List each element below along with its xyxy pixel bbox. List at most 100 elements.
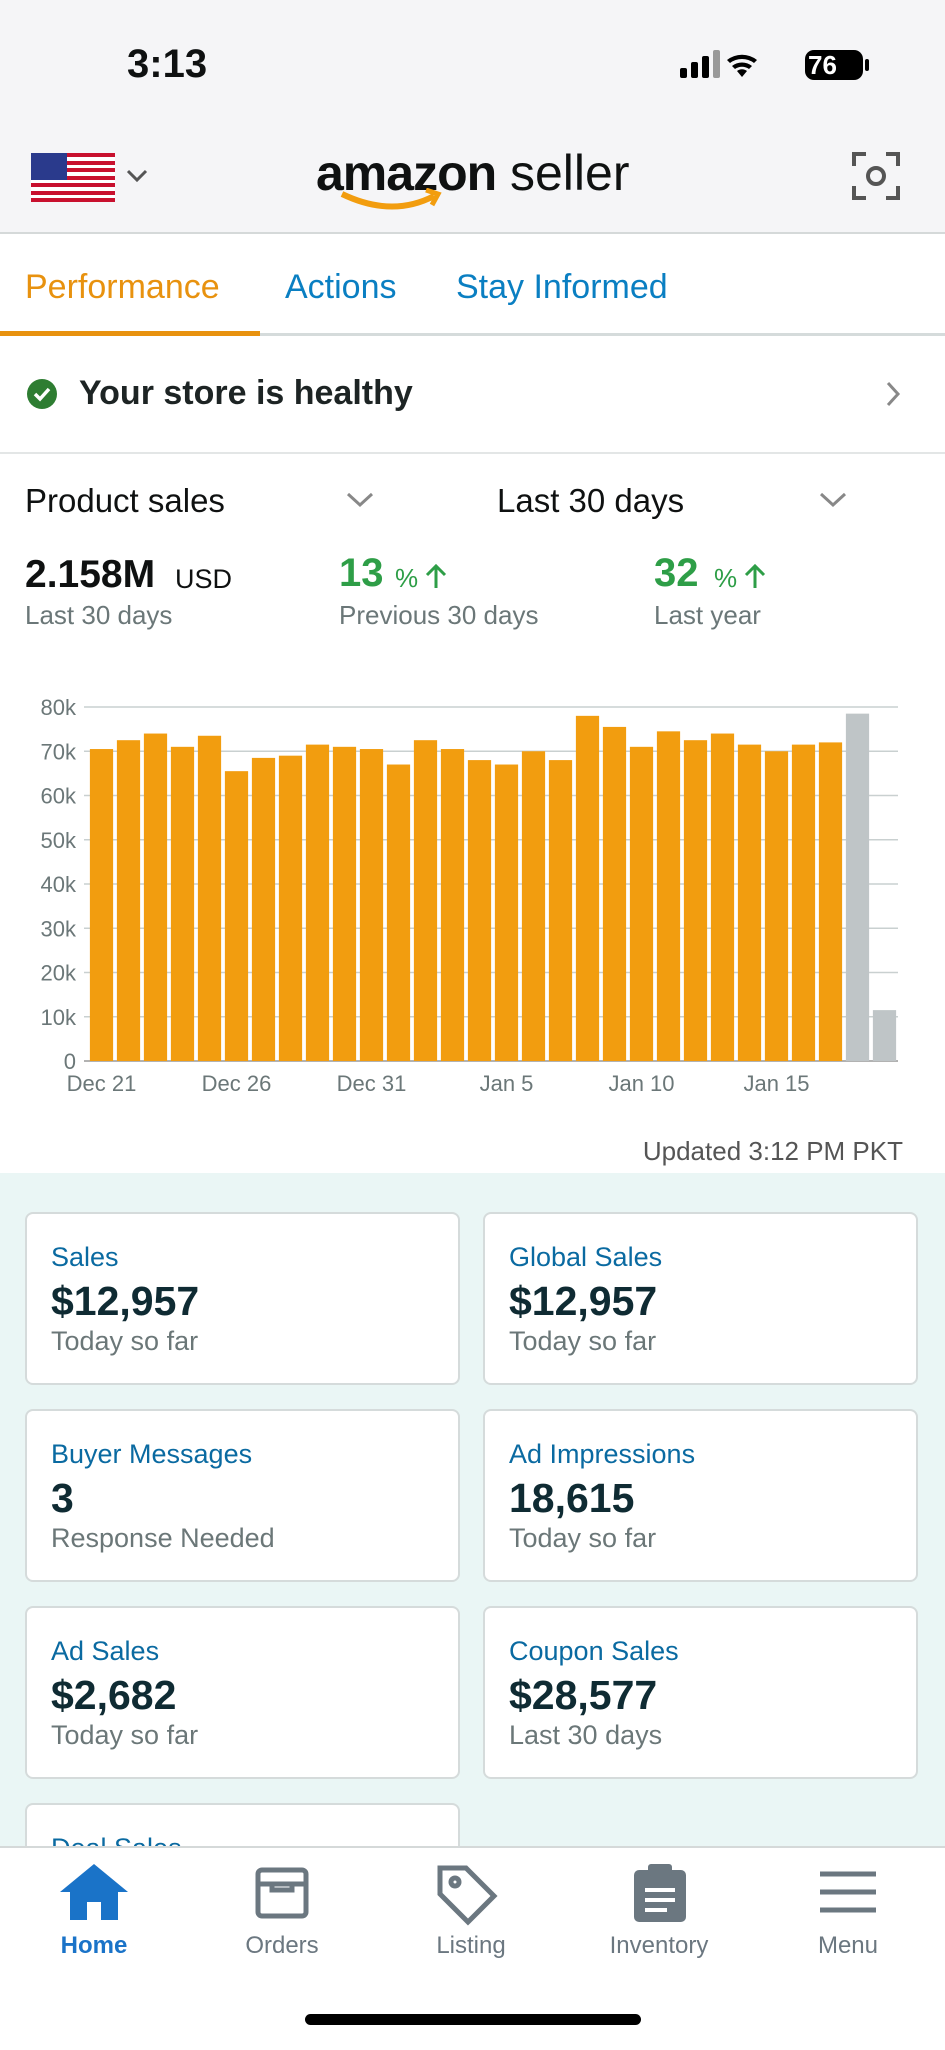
bar: [494, 764, 519, 1061]
card-value: 3: [51, 1475, 74, 1521]
y-tick-label: 10k: [41, 1005, 77, 1030]
battery: 76: [808, 50, 837, 80]
bar: [467, 760, 492, 1061]
metric-card[interactable]: Sales $12,957 Today so far: [25, 1212, 460, 1385]
sales-chart: 0 10k 20k 30k 40k 50k 60k 70k 80k Dec 21 Dec 26 Dec…: [41, 695, 898, 1096]
metric-unit: %: [395, 563, 419, 593]
logo-suffix: seller: [510, 145, 630, 201]
x-tick-label: Jan 10: [608, 1071, 674, 1096]
x-tick-label: Dec 21: [67, 1071, 137, 1096]
metric-card[interactable]: Coupon Sales $28,577 Last 30 days: [483, 1606, 918, 1779]
health-icon: [27, 379, 57, 409]
card-title: Global Sales: [509, 1242, 663, 1272]
x-tick-label: Dec 26: [202, 1071, 272, 1096]
bar: [737, 744, 762, 1061]
tab[interactable]: Stay Informed: [456, 268, 668, 306]
card-title: Sales: [51, 1242, 119, 1272]
bar: [764, 751, 789, 1061]
y-tick-label: 40k: [41, 872, 77, 897]
nav-label[interactable]: Listing: [436, 1932, 506, 1959]
bar: [575, 715, 600, 1061]
bar: [251, 757, 276, 1061]
metric-value: 32: [654, 551, 699, 595]
card-title: Coupon Sales: [509, 1636, 679, 1666]
bar: [332, 746, 357, 1061]
bar: [170, 746, 195, 1061]
metric-unit: %: [714, 563, 738, 593]
tab[interactable]: Performance: [25, 268, 220, 306]
metric-unit: USD: [175, 564, 233, 594]
bar: [386, 764, 411, 1061]
y-tick-label: 80k: [41, 695, 77, 720]
metric-select[interactable]: Product sales: [25, 482, 225, 519]
bar: [710, 733, 735, 1061]
metric-card[interactable]: Global Sales $12,957 Today so far: [483, 1212, 918, 1385]
y-tick-label: 30k: [41, 916, 77, 941]
divider: [0, 452, 945, 454]
nav-label[interactable]: Home: [60, 1932, 128, 1959]
bar: [359, 749, 384, 1061]
bar: [116, 740, 141, 1061]
y-tick-label: 50k: [41, 828, 77, 853]
bar: [197, 735, 222, 1061]
card-title: Ad Impressions: [509, 1439, 696, 1469]
metric-caption: Previous 30 days: [339, 600, 539, 630]
logo-smile: [340, 188, 442, 210]
bar: [683, 740, 708, 1061]
x-tick-label: Jan 5: [480, 1071, 534, 1096]
bar: [845, 713, 870, 1061]
flag[interactable]: [31, 153, 161, 203]
y-tick-label: 20k: [41, 961, 77, 986]
bar: [629, 746, 654, 1061]
up-arrow: [425, 563, 447, 588]
period-select[interactable]: Last 30 days: [497, 482, 685, 519]
card-caption: Last 30 days: [509, 1720, 663, 1750]
y-tick-label: 0: [64, 1049, 76, 1074]
chevron: [886, 381, 901, 407]
x-tick-label: Jan 15: [743, 1071, 809, 1096]
metric-card[interactable]: Buyer Messages 3 Response Needed: [25, 1409, 460, 1582]
scan-button[interactable]: [852, 152, 900, 200]
bar: [872, 1010, 897, 1061]
metric-value: 13: [339, 551, 384, 595]
nav-label[interactable]: Orders: [245, 1932, 319, 1959]
bar: [791, 744, 816, 1061]
nav-label[interactable]: Menu: [817, 1932, 879, 1959]
health-status[interactable]: Your store is healthy: [79, 374, 413, 412]
top-bar: [0, 0, 945, 234]
card-value: $12,957: [509, 1278, 658, 1324]
card-caption: Today so far: [509, 1326, 657, 1356]
nav-icons: [60, 1864, 876, 1926]
home-indicator: [305, 2014, 641, 2025]
bar: [143, 733, 168, 1061]
tab-divider: [0, 333, 945, 336]
metric-value: 2.158M: [25, 553, 156, 596]
tab[interactable]: Actions: [285, 268, 397, 306]
chevron: [346, 492, 374, 508]
bar: [521, 751, 546, 1061]
up-arrow: [744, 563, 766, 588]
updated-time: Updated 3:12 PM PKT: [642, 1136, 903, 1166]
status-icons: [680, 50, 869, 80]
bar: [656, 731, 681, 1061]
bar: [818, 742, 843, 1061]
card-caption: Today so far: [51, 1326, 199, 1356]
bar: [440, 749, 465, 1061]
nav-label[interactable]: Inventory: [609, 1932, 709, 1959]
card-caption: Today so far: [509, 1523, 657, 1553]
bar: [305, 744, 330, 1061]
y-tick-label: 60k: [41, 784, 77, 809]
logo-brand: amazon: [316, 145, 497, 201]
card-caption: Response Needed: [51, 1523, 275, 1553]
metric-card[interactable]: Ad Impressions 18,615 Today so far: [483, 1409, 918, 1582]
card-value: $28,577: [509, 1672, 658, 1718]
x-tick-label: Dec 31: [337, 1071, 407, 1096]
metric-caption: Last 30 days: [25, 600, 173, 630]
bar: [89, 749, 114, 1061]
metric-card[interactable]: Ad Sales $2,682 Today so far: [25, 1606, 460, 1779]
card-value: $2,682: [51, 1672, 177, 1718]
card-value: 18,615: [509, 1475, 635, 1521]
bar: [602, 726, 627, 1061]
bar: [224, 771, 249, 1061]
